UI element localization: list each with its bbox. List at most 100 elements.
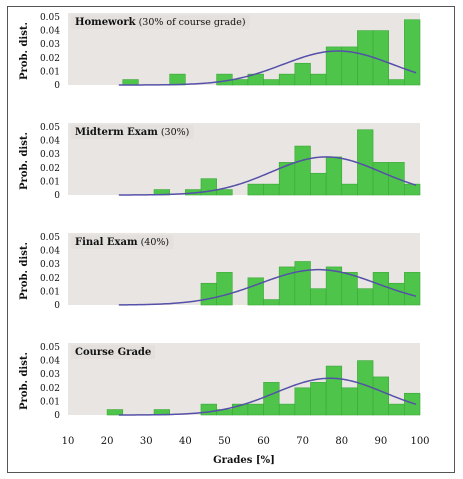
y-tick-label: 0.05 <box>40 233 60 243</box>
histogram-bar <box>263 382 280 416</box>
histogram-bar <box>216 272 233 306</box>
y-tick-label: 0.04 <box>40 247 60 257</box>
histogram-bar <box>294 145 311 196</box>
panel-title: Midterm Exam (30%) <box>71 125 194 139</box>
y-tick-label: 0.03 <box>40 40 60 50</box>
y-axis-label: Prob. dist. <box>19 132 30 190</box>
y-tick-label: 0.04 <box>40 27 60 37</box>
histogram-bar <box>357 288 374 306</box>
histogram-bar <box>404 392 421 416</box>
panel-title-box <box>71 15 250 29</box>
histogram-bar <box>388 79 405 86</box>
panel-title-text: Course Grade <box>75 347 151 358</box>
x-tick-label: 50 <box>218 436 231 447</box>
panel-title-text: Final Exam (40%) <box>75 237 169 248</box>
grade-histograms-figure: 0.05 0.04 0.03 0.02 0.01 0 Prob. dist. Homework… <box>19 13 430 466</box>
histogram-bar <box>372 376 390 416</box>
histogram-bar <box>106 409 124 416</box>
y-tick-label: 0.04 <box>40 137 60 147</box>
histogram-bar <box>278 403 296 416</box>
fit-curve <box>118 268 417 306</box>
panel-2: 0.05 0.04 0.03 0.02 0.01 0 Prob. dist. Midterm … <box>19 123 421 201</box>
histogram-bar <box>310 73 327 86</box>
panel-title-detail: (40%) <box>138 237 170 248</box>
y-tick-label: 0.01 <box>40 67 60 77</box>
panel-title-detail: (30% of course grade) <box>136 17 246 28</box>
panel-title-box <box>71 345 156 359</box>
x-tick-label: 40 <box>179 436 192 447</box>
y-axis-label: Prob. dist. <box>19 242 30 300</box>
histogram-bar <box>200 282 217 306</box>
x-tick-label: 10 <box>62 436 75 447</box>
y-tick-label: 0.02 <box>40 164 60 174</box>
histogram-bar <box>310 382 327 416</box>
x-tick-label: 90 <box>375 436 388 447</box>
x-axis-label: Grades [%] <box>213 455 275 466</box>
y-tick-label: 0.01 <box>40 397 60 407</box>
histogram-bar <box>372 162 390 196</box>
x-tick-label: 70 <box>296 436 309 447</box>
histogram-bar <box>357 129 374 196</box>
histogram-bar <box>325 156 343 196</box>
histogram-bar <box>341 387 358 416</box>
x-tick-label: 100 <box>410 436 429 447</box>
y-tick-label: 0.03 <box>40 150 60 160</box>
histogram-bar <box>372 272 390 306</box>
panel-title: Final Exam (40%) <box>71 235 174 249</box>
y-tick-label: 0.05 <box>40 123 60 133</box>
y-tick-label: 0.02 <box>40 54 60 64</box>
panel-title: Course Grade <box>71 345 156 359</box>
histogram-bar <box>325 266 343 306</box>
panel-title-main: Course Grade <box>75 347 151 358</box>
panel-title-detail: (30%) <box>158 127 190 138</box>
histogram-bar <box>247 183 264 196</box>
figure-frame: 0.05 0.04 0.03 0.02 0.01 0 Prob. dist. Homework… <box>7 6 455 473</box>
y-tick-label: 0.01 <box>40 287 60 297</box>
panel-4: 0.05 0.04 0.03 0.02 0.01 0 Prob. dist. Course G… <box>19 343 421 421</box>
x-tick-label: 30 <box>140 436 153 447</box>
panel-title-box <box>71 235 174 249</box>
histogram-bar <box>404 183 421 196</box>
histogram-bar <box>263 79 280 86</box>
histogram-bar <box>231 79 249 86</box>
panel-title-main: Midterm Exam <box>75 127 158 138</box>
x-tick-label: 80 <box>335 436 348 447</box>
histogram-bar <box>294 62 311 86</box>
y-tick-label: 0 <box>54 411 60 421</box>
x-tick-label: 20 <box>101 436 114 447</box>
histogram-bar <box>247 277 264 306</box>
histogram-bar <box>122 79 139 86</box>
histogram-bar <box>325 365 343 416</box>
panel-title-text: Homework (30% of course grade) <box>75 17 246 28</box>
histogram-bar <box>278 73 296 86</box>
histogram-bar <box>341 183 358 196</box>
y-tick-label: 0.02 <box>40 274 60 284</box>
y-tick-label: 0.02 <box>40 384 60 394</box>
panel-title-box <box>71 125 194 139</box>
fit-curve <box>118 50 417 86</box>
histogram-bar <box>404 272 421 306</box>
histogram-bar <box>310 172 327 196</box>
panel-title: Homework (30% of course grade) <box>71 15 250 29</box>
histogram-bar <box>325 46 343 86</box>
histogram-bar <box>200 403 217 416</box>
histogram-bar <box>310 288 327 306</box>
y-tick-label: 0.05 <box>40 13 60 23</box>
y-tick-label: 0.01 <box>40 177 60 187</box>
y-axis-label: Prob. dist. <box>19 22 30 80</box>
histogram-bar <box>294 387 311 416</box>
y-tick-label: 0 <box>54 301 60 311</box>
y-tick-label: 0.04 <box>40 357 60 367</box>
fit-curve <box>118 156 417 196</box>
panel-3: 0.05 0.04 0.03 0.02 0.01 0 Prob. dist. Final Ex… <box>19 233 421 311</box>
histogram-bar <box>216 189 233 196</box>
histogram-bar <box>169 73 186 86</box>
y-tick-label: 0 <box>54 191 60 201</box>
histogram-bar <box>247 403 264 416</box>
y-axis-label: Prob. dist. <box>19 352 30 410</box>
histogram-bar <box>263 183 280 196</box>
panel-1: 0.05 0.04 0.03 0.02 0.01 0 Prob. dist. Homework… <box>19 13 421 91</box>
panel-title-text: Midterm Exam (30%) <box>75 127 189 138</box>
y-tick-label: 0.03 <box>40 370 60 380</box>
histogram-bar <box>388 282 405 306</box>
